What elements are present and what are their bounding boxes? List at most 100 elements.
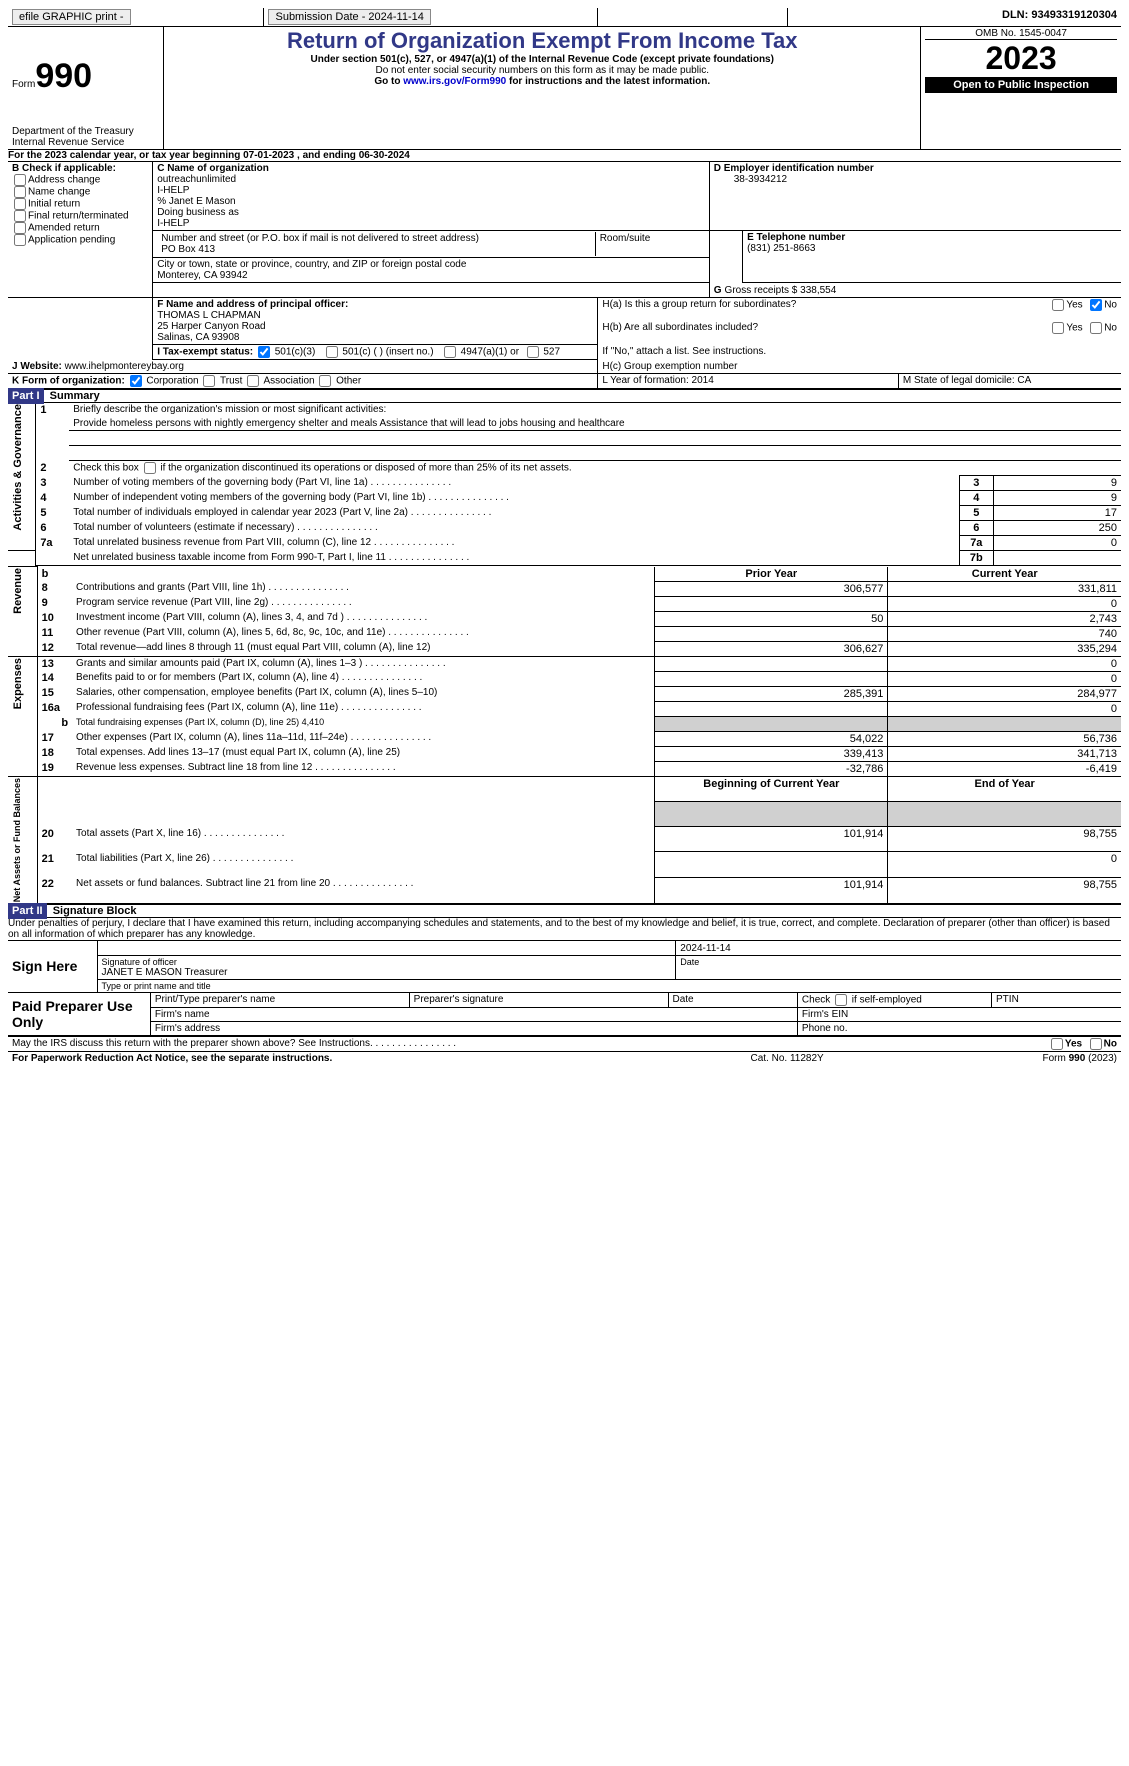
- sig-date-label: Date: [676, 955, 1121, 979]
- i-4947[interactable]: [444, 346, 456, 358]
- officer-name: THOMAS L CHAPMAN: [157, 310, 593, 321]
- f-label: F Name and address of principal officer:: [157, 299, 593, 310]
- e-label: E Telephone number: [747, 232, 1117, 243]
- paid-selfemp[interactable]: [835, 994, 847, 1006]
- city: Monterey, CA 93942: [157, 270, 705, 281]
- room-label: Room/suite: [595, 232, 705, 256]
- city-label: City or town, state or province, country…: [157, 259, 705, 270]
- rev-row: 10Investment income (Part VIII, column (…: [8, 611, 1121, 626]
- dba-label: Doing business as: [157, 207, 705, 218]
- ha-yes[interactable]: [1052, 299, 1064, 311]
- k-corp[interactable]: [130, 375, 142, 387]
- check-name-change[interactable]: [14, 186, 26, 198]
- efile-button[interactable]: efile GRAPHIC print -: [12, 9, 131, 25]
- rev-row: 9Program service revenue (Part VIII, lin…: [8, 596, 1121, 611]
- i-527[interactable]: [527, 346, 539, 358]
- pra-notice: For Paperwork Reduction Act Notice, see …: [8, 1052, 676, 1065]
- gov-row: 6Total number of volunteers (estimate if…: [8, 521, 1121, 536]
- governance-table: Activities & Governance 1 Briefly descri…: [8, 402, 1121, 566]
- footer-row: For Paperwork Reduction Act Notice, see …: [8, 1052, 1121, 1065]
- netassets-table: Net Assets or Fund Balances Beginning of…: [8, 777, 1121, 905]
- expenses-table: Expenses 13Grants and similar amounts pa…: [8, 657, 1121, 777]
- row-a: For the 2023 calendar year, or tax year …: [8, 150, 1121, 162]
- exp-row: 18Total expenses. Add lines 13–17 (must …: [8, 746, 1121, 761]
- website: www.ihelpmontereybay.org: [62, 361, 184, 372]
- tax-year: 2023: [925, 40, 1117, 77]
- gov-row: 4Number of independent voting members of…: [8, 491, 1121, 506]
- i-501c3[interactable]: [258, 346, 270, 358]
- net-row: 22Net assets or fund balances. Subtract …: [8, 877, 1121, 903]
- exp-row: 14Benefits paid to or for members (Part …: [8, 671, 1121, 686]
- i-501c[interactable]: [326, 346, 338, 358]
- gov-row: 3Number of voting members of the governi…: [8, 476, 1121, 491]
- goto-line: Go to www.irs.gov/Form990 for instructio…: [168, 76, 916, 87]
- part2-header: Part II Signature Block: [8, 905, 1121, 917]
- sign-block: Sign Here 2024-11-14 Signature of office…: [8, 941, 1121, 993]
- gov-row: 5Total number of individuals employed in…: [8, 506, 1121, 521]
- dba: I-HELP: [157, 218, 705, 229]
- l1-label: Briefly describe the organization's miss…: [69, 403, 1121, 418]
- open-inspection: Open to Public Inspection: [925, 77, 1117, 93]
- exp-row: 19Revenue less expenses. Subtract line 1…: [8, 761, 1121, 776]
- dln: DLN: 93493319120304: [787, 8, 1121, 27]
- dept-label: Department of the Treasury Internal Reve…: [12, 126, 159, 148]
- check-address-change[interactable]: [14, 174, 26, 186]
- cat-no: Cat. No. 11282Y: [676, 1052, 899, 1065]
- hb-note: If "No," attach a list. See instructions…: [598, 345, 1121, 360]
- form-label: Form: [12, 79, 35, 90]
- ein: 38-3934212: [714, 174, 1117, 185]
- check-app-pending[interactable]: [14, 234, 26, 246]
- check-final-return[interactable]: [14, 210, 26, 222]
- c-name-label: C Name of organization: [157, 163, 705, 174]
- exp-row: 15Salaries, other compensation, employee…: [8, 686, 1121, 701]
- street-label: Number and street (or P.O. box if mail i…: [161, 233, 591, 244]
- omb: OMB No. 1545-0047: [925, 28, 1117, 40]
- check-initial-return[interactable]: [14, 198, 26, 210]
- ssn-note: Do not enter social security numbers on …: [168, 65, 916, 76]
- officer-addr1: 25 Harper Canyon Road: [157, 321, 593, 332]
- klm-block: K Form of organization: Corporation Trus…: [8, 374, 1121, 390]
- discuss-yes[interactable]: [1051, 1038, 1063, 1050]
- sig-officer-label: Signature of officer: [102, 957, 672, 967]
- l2-check[interactable]: [144, 462, 156, 474]
- rev-row: 11Other revenue (Part VIII, column (A), …: [8, 626, 1121, 641]
- sign-here-label: Sign Here: [8, 941, 97, 993]
- net-row: 20Total assets (Part X, line 16)101,9149…: [8, 827, 1121, 852]
- k-other[interactable]: [319, 375, 331, 387]
- sign-date: 2024-11-14: [680, 943, 730, 954]
- bcdeg-block: B Check if applicable: Address change Na…: [8, 162, 1121, 297]
- k-trust[interactable]: [203, 375, 215, 387]
- street: PO Box 413: [161, 244, 591, 255]
- top-bar: efile GRAPHIC print - Submission Date - …: [8, 8, 1121, 27]
- paid-label: Paid Preparer Use Only: [8, 993, 150, 1036]
- year-formation: L Year of formation: 2014: [598, 374, 899, 389]
- exp-tab: Expenses: [12, 658, 24, 709]
- officer-name-sig: JANET E MASON Treasurer: [102, 967, 672, 978]
- check-amended[interactable]: [14, 222, 26, 234]
- type-print-label: Type or print name and title: [97, 979, 1121, 992]
- care-of: % Janet E Mason: [157, 196, 705, 207]
- rev-row: 12Total revenue—add lines 8 through 11 (…: [8, 641, 1121, 656]
- paid-preparer-block: Paid Preparer Use Only Print/Type prepar…: [8, 993, 1121, 1037]
- gov-tab: Activities & Governance: [12, 404, 24, 531]
- org-name: outreachunlimited I-HELP: [157, 174, 705, 196]
- revenue-table: Revenue b Prior Year Current Year 8Contr…: [8, 566, 1121, 657]
- form-number: 990: [35, 57, 92, 95]
- hc-label: H(c) Group exemption number: [598, 360, 1121, 374]
- subtitle: Under section 501(c), 527, or 4947(a)(1)…: [168, 54, 916, 65]
- exp-row: 17Other expenses (Part IX, column (A), l…: [8, 731, 1121, 746]
- k-assoc[interactable]: [247, 375, 259, 387]
- header-block: Form990 Department of the Treasury Inter…: [8, 27, 1121, 150]
- ha-no[interactable]: [1090, 299, 1102, 311]
- officer-addr2: Salinas, CA 93908: [157, 332, 593, 343]
- net-tab: Net Assets or Fund Balances: [12, 778, 22, 902]
- gov-row: Net unrelated business taxable income fr…: [8, 551, 1121, 566]
- exp-row: 16aProfessional fundraising fees (Part I…: [8, 701, 1121, 716]
- discuss-no[interactable]: [1090, 1038, 1102, 1050]
- hb-yes[interactable]: [1052, 322, 1064, 334]
- hb-label: H(b) Are all subordinates included?: [598, 321, 965, 344]
- form990-link[interactable]: www.irs.gov/Form990: [403, 76, 506, 87]
- hb-no[interactable]: [1090, 322, 1102, 334]
- exp-row: bTotal fundraising expenses (Part IX, co…: [8, 716, 1121, 731]
- rev-row: 8Contributions and grants (Part VIII, li…: [8, 581, 1121, 596]
